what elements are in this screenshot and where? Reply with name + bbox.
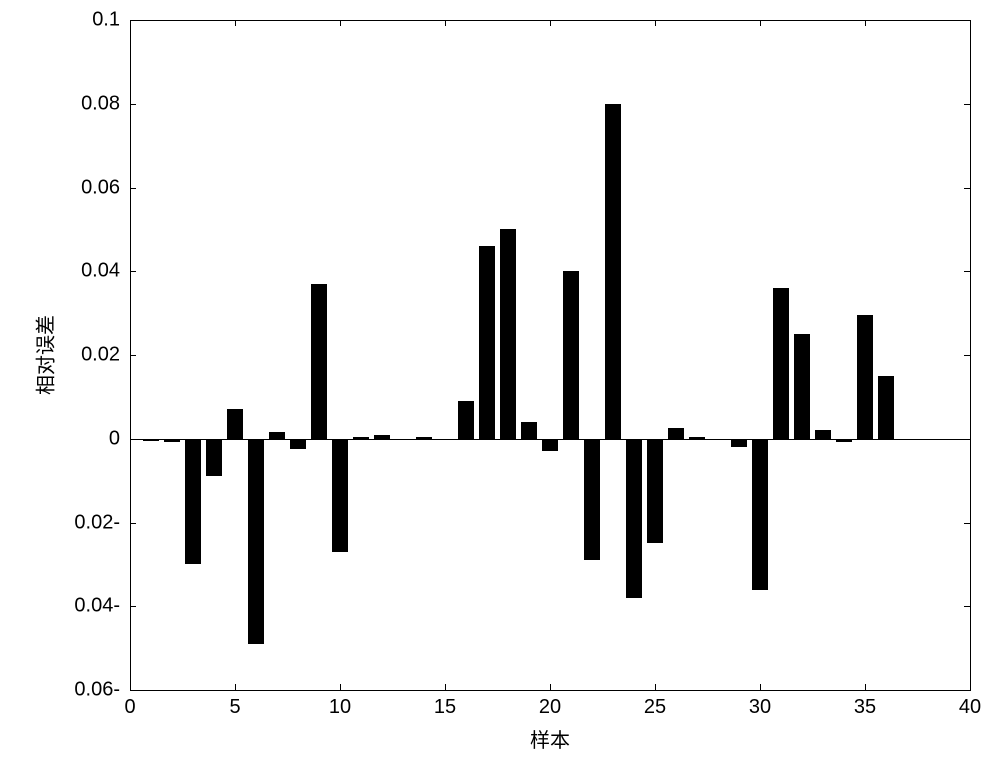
bar (206, 439, 223, 477)
y-tick (964, 20, 970, 21)
bar (773, 288, 790, 439)
y-axis-label: 相对误差 (30, 315, 59, 395)
bar (710, 439, 727, 440)
x-tick (445, 20, 446, 26)
bar (626, 439, 643, 598)
x-tick (970, 684, 971, 690)
x-tick (655, 684, 656, 690)
x-tick-label: 35 (854, 696, 876, 719)
chart-container: 样本 相对误差 0510152025303540-0.06-0.04-0.020… (0, 0, 1000, 767)
x-tick-label: 10 (329, 696, 351, 719)
x-tick-label: 20 (539, 696, 561, 719)
y-tick (130, 355, 136, 356)
x-tick (550, 20, 551, 26)
bar (689, 437, 706, 438)
x-tick (445, 684, 446, 690)
x-tick-label: 40 (959, 696, 981, 719)
x-tick-label: 15 (434, 696, 456, 719)
x-tick (235, 20, 236, 26)
bar (836, 439, 853, 442)
y-tick (130, 606, 136, 607)
bar (353, 437, 370, 438)
x-tick-label: 5 (229, 696, 240, 719)
axis-border (970, 20, 971, 690)
axis-border (130, 690, 971, 691)
x-tick (655, 20, 656, 26)
y-tick (130, 271, 136, 272)
y-tick (130, 523, 136, 524)
bar (437, 439, 454, 440)
x-tick (970, 20, 971, 26)
x-tick (865, 20, 866, 26)
bar (878, 376, 895, 439)
bar (857, 315, 874, 439)
x-tick-label: 0 (124, 696, 135, 719)
bar (500, 229, 517, 438)
x-tick (760, 684, 761, 690)
y-tick (964, 271, 970, 272)
bar (332, 439, 349, 552)
bar (752, 439, 769, 590)
bar (395, 439, 412, 441)
x-tick (235, 684, 236, 690)
x-axis-label: 样本 (530, 724, 570, 753)
y-tick (130, 20, 136, 21)
x-tick (340, 684, 341, 690)
bar (164, 439, 181, 442)
bar (458, 401, 475, 439)
bar (269, 432, 286, 438)
bar (248, 439, 265, 644)
y-tick (964, 523, 970, 524)
x-tick (340, 20, 341, 26)
x-tick (760, 20, 761, 26)
bar (647, 439, 664, 544)
y-tick (964, 355, 970, 356)
x-tick-label: 25 (644, 696, 666, 719)
bar (815, 430, 832, 438)
bar (311, 284, 328, 439)
bar (521, 422, 538, 439)
y-tick (130, 104, 136, 105)
bar (185, 439, 202, 565)
bar (374, 435, 391, 438)
x-tick (865, 684, 866, 690)
y-tick (964, 606, 970, 607)
bar (227, 409, 244, 438)
bar (794, 334, 811, 439)
x-tick-label: 30 (749, 696, 771, 719)
y-tick (130, 188, 136, 189)
bar (290, 439, 307, 449)
bar (542, 439, 559, 452)
y-tick (964, 690, 970, 691)
bar (584, 439, 601, 560)
y-tick (130, 690, 136, 691)
bar (668, 428, 685, 438)
y-tick (964, 188, 970, 189)
x-tick (550, 684, 551, 690)
y-tick (964, 104, 970, 105)
bar (731, 439, 748, 447)
bar (563, 271, 580, 439)
bar (416, 437, 433, 439)
bar (143, 439, 160, 441)
bar (479, 246, 496, 439)
bar (605, 104, 622, 439)
